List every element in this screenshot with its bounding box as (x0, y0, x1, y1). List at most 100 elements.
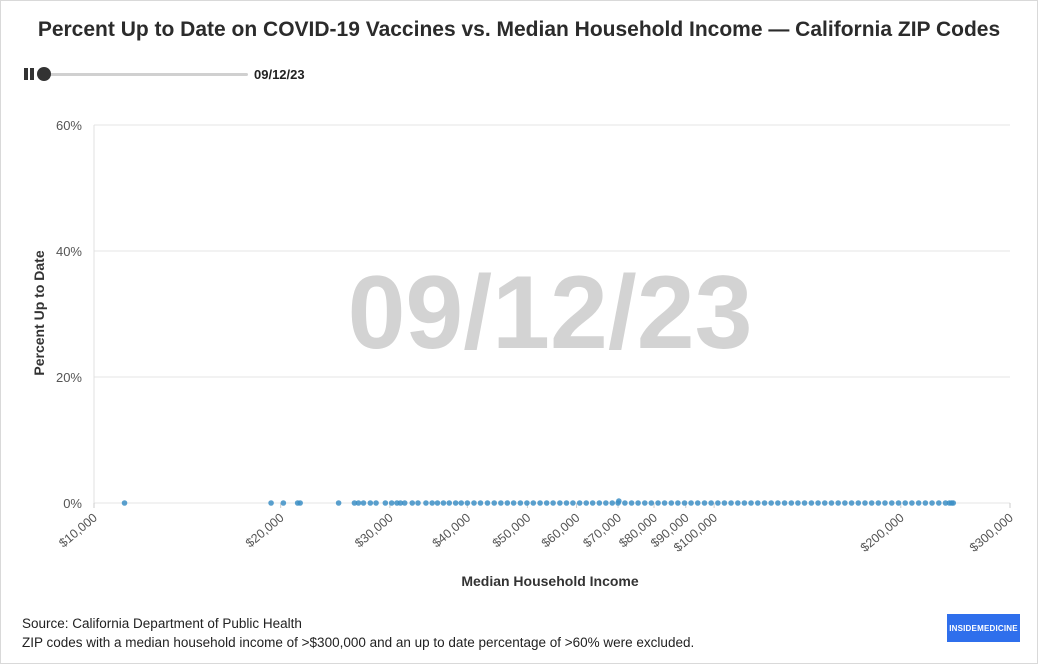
data-point (641, 500, 648, 506)
data-point (543, 500, 550, 506)
data-point (510, 500, 517, 506)
data-point (922, 500, 929, 506)
data-point (788, 500, 795, 506)
data-point (576, 500, 583, 506)
data-point (902, 500, 909, 506)
data-point (862, 500, 868, 506)
slider-date-label: 09/12/23 (254, 67, 305, 82)
data-point (446, 500, 453, 506)
data-point (616, 498, 622, 504)
data-point (570, 500, 576, 506)
data-points (121, 498, 957, 506)
data-point (355, 500, 362, 506)
data-point (701, 500, 708, 506)
data-point (563, 500, 570, 506)
x-tick-label: $60,000 (539, 511, 583, 551)
footer: Source: California Department of Public … (22, 614, 694, 652)
data-point (795, 500, 801, 506)
data-point (596, 500, 603, 506)
data-point (280, 500, 287, 506)
data-point (842, 500, 848, 506)
data-point (735, 500, 741, 506)
pause-icon (24, 68, 28, 80)
data-point (498, 500, 504, 506)
data-point (401, 500, 408, 506)
data-point (360, 500, 367, 506)
y-tick-label: 60% (56, 118, 82, 133)
x-tick-label: $10,000 (56, 511, 100, 551)
data-point (484, 500, 491, 506)
data-point (367, 500, 374, 506)
data-point (655, 500, 661, 506)
date-slider[interactable] (37, 67, 248, 81)
data-point (668, 500, 675, 506)
data-point (452, 500, 459, 506)
data-point (942, 500, 949, 506)
data-point (828, 500, 835, 506)
data-point (708, 500, 714, 506)
data-point (768, 500, 774, 506)
data-point (648, 500, 655, 506)
data-point (748, 500, 754, 506)
data-point (635, 500, 641, 506)
data-point (530, 500, 537, 506)
data-point (603, 500, 609, 506)
data-point (801, 500, 808, 506)
data-point (388, 500, 395, 506)
source-note: Source: California Department of Public … (22, 616, 302, 631)
y-tick-label: 40% (56, 244, 82, 259)
data-point (434, 500, 441, 506)
y-tick-label: 20% (56, 370, 82, 385)
data-point (609, 500, 616, 506)
date-watermark: 09/12/23 (348, 255, 753, 371)
data-point (821, 500, 828, 506)
x-tick-label: $50,000 (490, 511, 534, 551)
data-point (815, 500, 821, 506)
data-point (409, 500, 416, 506)
data-point (297, 500, 303, 506)
data-point (754, 500, 761, 506)
data-point (550, 500, 556, 506)
data-point (775, 500, 781, 506)
slider-track[interactable] (40, 73, 248, 76)
data-point (524, 500, 530, 506)
data-point (681, 500, 688, 506)
data-point (464, 500, 471, 506)
data-point (373, 500, 379, 506)
data-point (848, 500, 855, 506)
data-point (808, 500, 815, 506)
data-point (855, 500, 862, 506)
inside-medicine-logo[interactable]: INSIDEMEDICINE (947, 614, 1020, 642)
data-point (589, 500, 596, 506)
data-point (121, 500, 128, 506)
data-point (694, 500, 701, 506)
slider-handle[interactable] (37, 67, 51, 81)
data-point (875, 500, 882, 506)
data-point (835, 500, 841, 506)
data-point (895, 500, 902, 506)
data-point (721, 500, 728, 506)
data-point (335, 500, 342, 506)
data-point (909, 500, 915, 506)
data-point (675, 500, 681, 506)
data-point (471, 500, 477, 506)
data-point (382, 500, 389, 506)
x-tick-label: $20,000 (243, 511, 287, 551)
data-point (688, 500, 694, 506)
x-tick-label: $40,000 (430, 511, 474, 551)
data-point (781, 500, 788, 506)
data-point (415, 500, 421, 506)
x-axis-label: Median Household Income (461, 573, 639, 589)
exclusion-note: ZIP codes with a median household income… (22, 635, 695, 650)
pause-button[interactable] (22, 67, 36, 81)
chart-title: Percent Up to Date on COVID-19 Vaccines … (37, 18, 1001, 41)
y-tick-label: 0% (63, 496, 82, 511)
data-point (628, 500, 635, 506)
data-point (935, 500, 942, 506)
data-point (351, 500, 358, 506)
data-point (929, 500, 935, 506)
data-point (537, 500, 543, 506)
data-point (477, 500, 484, 506)
y-axis-label: Percent Up to Date (31, 250, 47, 375)
